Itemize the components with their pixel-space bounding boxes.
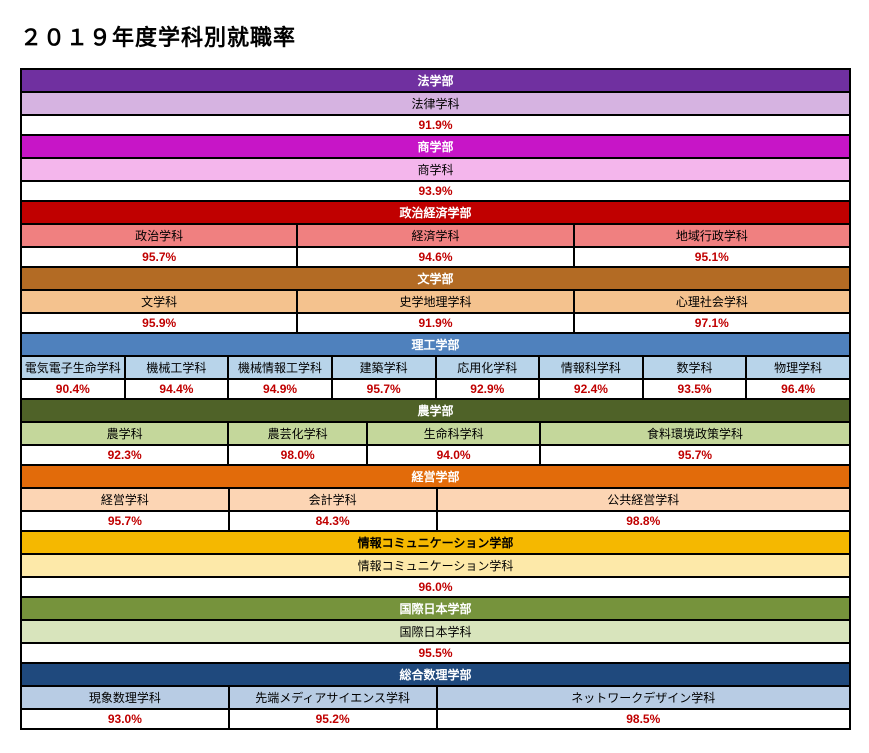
- faculty-header: 情報コミュニケーション学部: [21, 531, 850, 554]
- department-rate: 95.7%: [540, 445, 850, 465]
- department-name: 情報コミュニケーション学科: [21, 554, 850, 577]
- department-name: 史学地理学科: [297, 290, 573, 313]
- department-rate: 91.9%: [297, 313, 573, 333]
- department-name: 経済学科: [297, 224, 573, 247]
- faculty-header: 総合数理学部: [21, 663, 850, 686]
- department-rate: 92.9%: [436, 379, 540, 399]
- department-rate: 95.1%: [574, 247, 850, 267]
- department-rate: 97.1%: [574, 313, 850, 333]
- department-rate: 94.0%: [367, 445, 540, 465]
- faculty-header: 経営学部: [21, 465, 850, 488]
- department-name: 政治学科: [21, 224, 297, 247]
- page-title: ２０１９年度学科別就職率: [20, 20, 849, 52]
- department-name: 農学科: [21, 422, 228, 445]
- department-name: ネットワークデザイン学科: [437, 686, 851, 709]
- department-rate: 92.3%: [21, 445, 228, 465]
- department-name: 物理学科: [746, 356, 850, 379]
- department-name: 先端メディアサイエンス学科: [229, 686, 437, 709]
- department-rate: 84.3%: [229, 511, 437, 531]
- department-name: 食料環境政策学科: [540, 422, 850, 445]
- faculty-header: 理工学部: [21, 333, 850, 356]
- department-name: 機械工学科: [125, 356, 229, 379]
- department-name: 法律学科: [21, 92, 850, 115]
- department-rate: 95.7%: [332, 379, 436, 399]
- department-name: 農芸化学科: [228, 422, 367, 445]
- faculty-header: 法学部: [21, 69, 850, 92]
- department-rate: 93.9%: [21, 181, 850, 201]
- faculty-header: 政治経済学部: [21, 201, 850, 224]
- faculty-header: 商学部: [21, 135, 850, 158]
- department-name: 数学科: [643, 356, 747, 379]
- department-name: 電気電子生命学科: [21, 356, 125, 379]
- department-rate: 98.5%: [437, 709, 851, 729]
- department-rate: 90.4%: [21, 379, 125, 399]
- department-name: 国際日本学科: [21, 620, 850, 643]
- department-rate: 94.4%: [125, 379, 229, 399]
- department-name: 地域行政学科: [574, 224, 850, 247]
- department-rate: 94.9%: [228, 379, 332, 399]
- department-rate: 95.7%: [21, 511, 229, 531]
- department-rate: 94.6%: [297, 247, 573, 267]
- department-name: 建築学科: [332, 356, 436, 379]
- department-rate: 91.9%: [21, 115, 850, 135]
- department-rate: 98.8%: [437, 511, 851, 531]
- department-name: 情報科学科: [539, 356, 643, 379]
- department-rate: 95.9%: [21, 313, 297, 333]
- department-rate: 96.4%: [746, 379, 850, 399]
- department-rate: 96.0%: [21, 577, 850, 597]
- department-name: 応用化学科: [436, 356, 540, 379]
- department-rate: 92.4%: [539, 379, 643, 399]
- department-name: 会計学科: [229, 488, 437, 511]
- department-name: 商学科: [21, 158, 850, 181]
- department-rate: 95.2%: [229, 709, 437, 729]
- department-name: 公共経営学科: [437, 488, 851, 511]
- department-rate: 93.0%: [21, 709, 229, 729]
- department-rate: 95.5%: [21, 643, 850, 663]
- department-name: 心理社会学科: [574, 290, 850, 313]
- faculty-header: 国際日本学部: [21, 597, 850, 620]
- department-name: 文学科: [21, 290, 297, 313]
- department-name: 現象数理学科: [21, 686, 229, 709]
- department-rate: 98.0%: [228, 445, 367, 465]
- department-name: 機械情報工学科: [228, 356, 332, 379]
- faculty-header: 文学部: [21, 267, 850, 290]
- department-rate: 93.5%: [643, 379, 747, 399]
- department-name: 経営学科: [21, 488, 229, 511]
- faculty-header: 農学部: [21, 399, 850, 422]
- department-name: 生命科学科: [367, 422, 540, 445]
- employment-rate-table: 法学部法律学科91.9%商学部商学科93.9%政治経済学部政治学科経済学科地域行…: [20, 68, 851, 730]
- department-rate: 95.7%: [21, 247, 297, 267]
